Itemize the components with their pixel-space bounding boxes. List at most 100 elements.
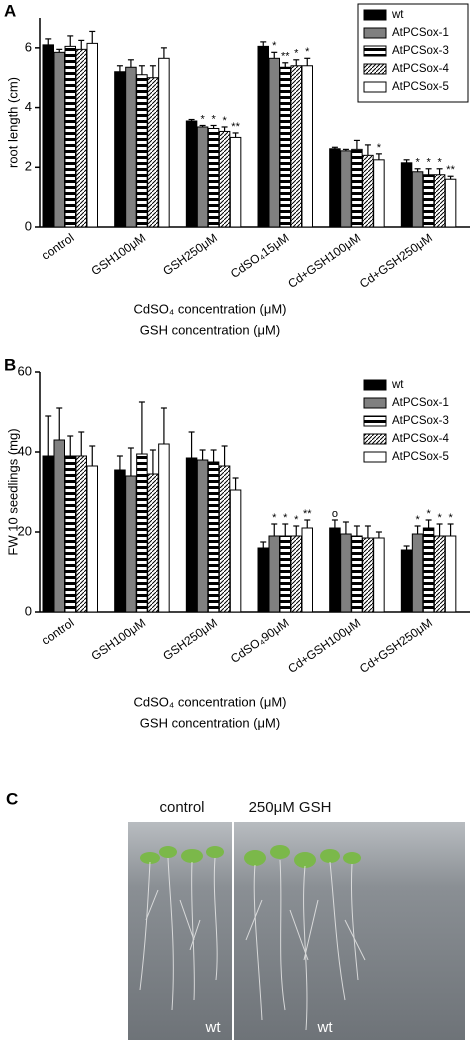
y-tick-label: 0 [25,603,32,618]
bar [411,533,424,613]
legend-swatch [363,27,387,39]
x-tick-label: GSH100μM [89,616,149,664]
legend-swatch [363,433,387,445]
significance-mark: * [426,508,431,520]
legend-label: AtPCSox-1 [392,397,449,409]
x-tick-label: control [39,231,77,263]
significance-mark: * [211,113,216,125]
x-axis-title: CdSO₄ concentration (μM) [134,694,287,709]
bar [422,174,435,228]
bar [373,537,385,613]
y-tick-label: 40 [18,443,32,458]
significance-mark: * [294,514,299,526]
x-tick-label: CdSO₄15μM [228,231,292,281]
bar [86,42,98,228]
bar [86,465,98,613]
panel-label: C [6,789,18,808]
significance-mark: * [415,157,420,169]
significance-mark: ** [231,121,240,133]
legend-swatch [363,63,387,75]
legend-swatch [363,397,387,409]
bar [207,461,220,613]
bar [53,51,65,228]
bar [373,159,385,228]
bar [290,535,302,613]
bar [125,66,137,228]
bar [136,74,148,228]
bar [42,44,54,228]
x-axis-title: GSH concentration (μM) [140,715,280,730]
significance-mark: * [222,115,227,127]
legend-label: wt [391,379,404,391]
bar [290,65,302,228]
bar [218,130,231,228]
significance-mark: * [377,142,382,154]
bar [340,150,352,228]
corner-label: wt [317,1019,334,1036]
x-tick-label: Cd+GSH250μM [357,616,435,676]
legend-swatch [363,81,387,93]
bar [444,535,457,613]
x-axis-title: GSH concentration (μM) [140,322,280,337]
bar [114,469,126,613]
bar [207,127,220,228]
panel-label: B [4,355,16,374]
bar [229,489,242,613]
y-tick-label: 60 [18,363,32,378]
bar [268,57,280,228]
x-tick-label: GSH100μM [89,231,149,279]
bar [411,171,424,228]
significance-mark: * [448,512,453,524]
significance-mark: * [426,157,431,169]
bar [75,455,87,613]
legend-label: AtPCSox-4 [392,433,449,445]
y-tick-label: 6 [25,39,32,54]
bar [114,71,126,228]
significance-mark: ** [281,51,290,63]
y-tick-label: 0 [25,218,32,233]
bar [158,443,170,613]
bar [351,148,363,228]
significance-mark: * [415,514,420,526]
significance-mark: * [305,46,310,58]
bar [301,527,313,613]
bar [257,547,269,613]
photo: C control 250μM GSH wt wt [6,789,465,1040]
y-axis-title: root length (cm) [5,77,20,168]
bar [75,48,87,228]
significance-mark: ** [446,164,455,176]
bar [301,65,313,228]
legend-swatch [363,451,387,463]
bar [136,453,148,613]
bar [433,174,446,228]
bar [400,549,413,613]
bar [42,455,54,613]
significance-mark: * [200,113,205,125]
bar [53,439,65,613]
significance-mark: * [283,512,288,524]
bar [268,535,280,613]
bar [400,162,413,228]
legend-label: AtPCSox-3 [392,45,449,57]
legend-swatch [363,9,387,21]
bar [196,126,209,228]
bar [433,535,446,613]
x-tick-label: GSH250μM [160,231,220,279]
x-axis-title: CdSO₄ concentration (μM) [134,301,287,316]
bar [362,537,374,613]
y-tick-label: 20 [18,523,32,538]
x-tick-label: Cd+GSH100μM [285,616,363,676]
bar [218,465,231,613]
x-tick-label: CdSO₄90μM [228,616,292,666]
bar [147,77,159,228]
legend-label: AtPCSox-5 [392,81,449,93]
y-tick-label: 4 [25,99,32,114]
legend-label: AtPCSox-1 [392,27,449,39]
panel-label: A [4,1,16,20]
bar [422,527,435,613]
bar [147,473,159,613]
significance-mark: * [437,157,442,169]
significance-mark: ** [303,508,312,520]
bar [185,120,198,228]
bar [351,535,363,613]
